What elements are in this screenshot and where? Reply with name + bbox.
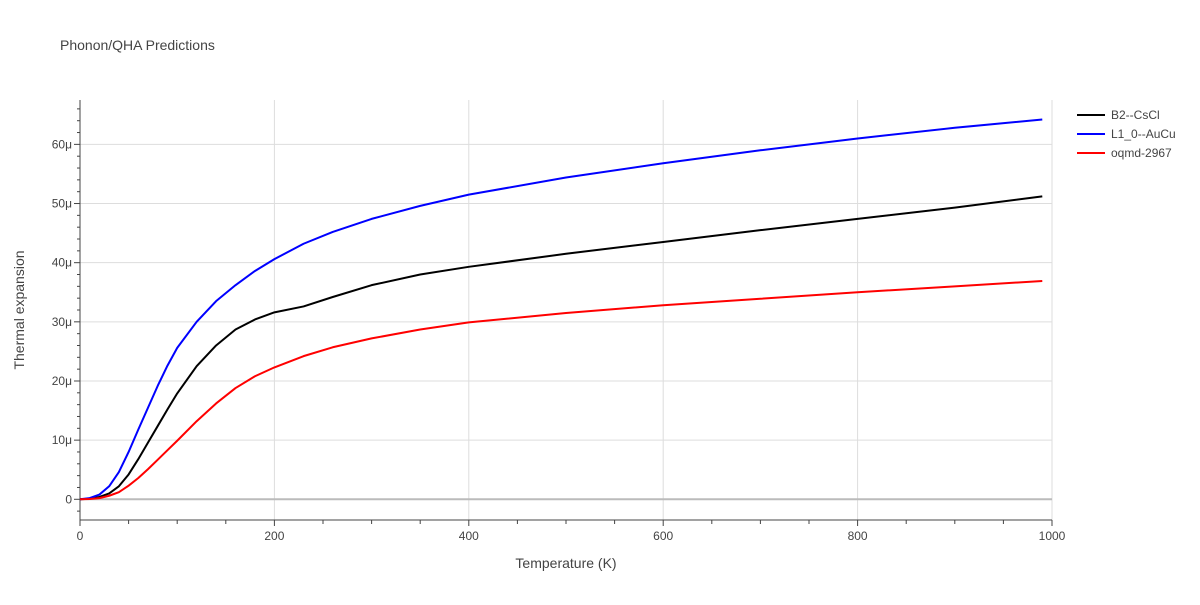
legend-label: B2--CsCl bbox=[1111, 108, 1160, 122]
y-tick-label: 30μ bbox=[52, 315, 72, 329]
legend-label: L1_0--AuCu bbox=[1111, 127, 1176, 141]
y-tick-label: 40μ bbox=[52, 256, 72, 270]
legend-item-l1-0-aucu[interactable]: L1_0--AuCu bbox=[1077, 127, 1176, 141]
y-tick-label: 50μ bbox=[52, 197, 72, 211]
y-axis-label: Thermal expansion bbox=[11, 250, 27, 369]
x-tick-label: 400 bbox=[459, 529, 479, 543]
series-line-oqmd-2967 bbox=[79, 280, 1043, 501]
legend-item-b2-cscl[interactable]: B2--CsCl bbox=[1077, 108, 1160, 122]
y-tick-label: 0 bbox=[65, 492, 72, 506]
legend-item-oqmd-2967[interactable]: oqmd-2967 bbox=[1077, 146, 1172, 160]
y-tick-label: 10μ bbox=[52, 433, 72, 447]
x-tick-label: 0 bbox=[77, 529, 84, 543]
x-tick-label: 1000 bbox=[1039, 529, 1066, 543]
x-tick-label: 800 bbox=[848, 529, 868, 543]
x-tick-label: 600 bbox=[653, 529, 673, 543]
legend[interactable]: B2--CsCl L1_0--AuCu oqmd-2967 bbox=[1077, 108, 1176, 160]
x-axis-label: Temperature (K) bbox=[515, 555, 616, 571]
legend-label: oqmd-2967 bbox=[1111, 146, 1172, 160]
grid-lines bbox=[80, 100, 1053, 520]
series-lines bbox=[79, 118, 1043, 501]
x-tick-label: 200 bbox=[264, 529, 284, 543]
chart-title: Phonon/QHA Predictions bbox=[60, 37, 215, 53]
series-line-b2-cscl bbox=[79, 195, 1043, 501]
axes: 0 200 400 600 800 1000 0 10μ 20μ 30μ 40μ 50μ 60μ bbox=[52, 100, 1066, 543]
y-tick-label: 20μ bbox=[52, 374, 72, 388]
series-line-l1-0-aucu bbox=[79, 118, 1043, 501]
y-tick-label: 60μ bbox=[52, 137, 72, 151]
